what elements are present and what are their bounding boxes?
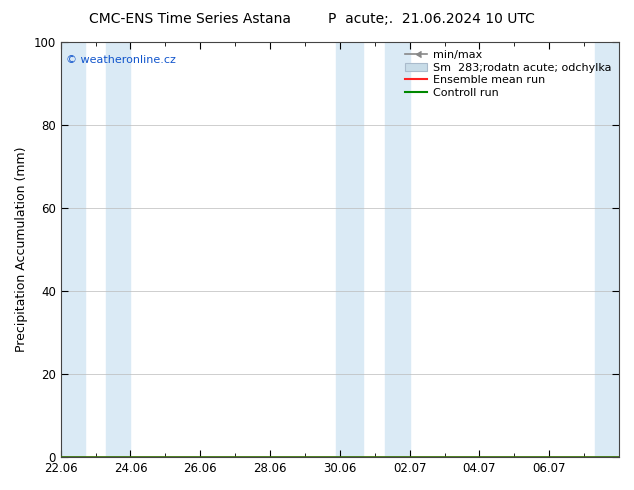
Bar (59, 42, 85, 457)
Bar (337, 42, 363, 457)
Bar (385, 42, 410, 457)
Bar (595, 42, 623, 457)
Bar (106, 42, 131, 457)
Text: © weatheronline.cz: © weatheronline.cz (66, 54, 176, 65)
Text: P  acute;.  21.06.2024 10 UTC: P acute;. 21.06.2024 10 UTC (328, 12, 534, 26)
Text: CMC-ENS Time Series Astana: CMC-ENS Time Series Astana (89, 12, 291, 26)
Y-axis label: Precipitation Accumulation (mm): Precipitation Accumulation (mm) (15, 147, 28, 352)
Legend: min/max, Sm  283;rodatn acute; odchylka, Ensemble mean run, Controll run: min/max, Sm 283;rodatn acute; odchylka, … (403, 48, 614, 100)
